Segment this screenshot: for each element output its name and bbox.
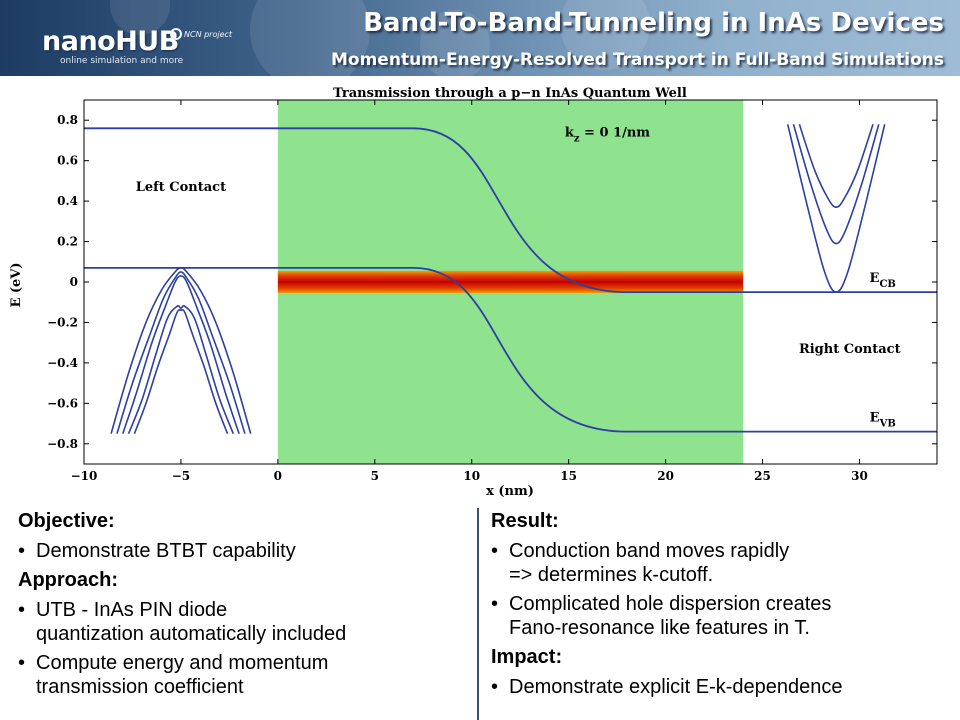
- impact-heading: Impact:: [491, 646, 563, 668]
- y-tick-label: 0.2: [57, 235, 78, 249]
- banner-decoration: [250, 0, 370, 76]
- result-heading: Result:: [491, 510, 559, 532]
- bullet-item: Compute energy and momentumtransmission …: [18, 651, 458, 699]
- logo-text: nanoHUB: [42, 26, 179, 57]
- page-title: Band-To-Band-Tunneling in InAs Devices: [363, 8, 944, 38]
- band-edge-e-vb: [84, 266, 937, 433]
- band-edge-e-cb: [84, 127, 937, 294]
- annotation-subscript: CB: [879, 279, 895, 290]
- bullet-line: transmission coefficient: [36, 676, 244, 698]
- x-tick-label: 0: [274, 469, 282, 483]
- annotation-subscript: z: [574, 133, 580, 144]
- annotation-subscript: VB: [879, 419, 896, 430]
- right-contact-subband-3: [798, 124, 874, 209]
- annotation-text: Right Contact: [799, 342, 901, 357]
- bullet-line: Conduction band moves rapidly: [509, 540, 790, 562]
- x-tick-label: 5: [371, 469, 379, 483]
- header-banner: nanoHUB online simulation and more NCN p…: [0, 0, 960, 76]
- y-tick-label: −0.8: [47, 437, 78, 451]
- y-tick-label: −0.2: [47, 315, 78, 329]
- page-subtitle: Momentum-Energy-Resolved Transport in Fu…: [331, 50, 944, 70]
- transmission-band: [277, 270, 744, 294]
- x-axis-label: x (nm): [486, 484, 534, 499]
- left-contact-subband-5: [133, 309, 229, 434]
- right-contact-subband-1: [786, 124, 886, 293]
- nanohub-logo[interactable]: nanoHUB online simulation and more: [42, 26, 192, 70]
- objective-heading: Objective:: [18, 510, 115, 532]
- y-tick-label: 0.8: [57, 113, 78, 127]
- x-tick-label: 15: [560, 469, 577, 483]
- banner-decoration: [420, 10, 490, 76]
- bullet-line: Complicated hole dispersion creates: [509, 593, 832, 615]
- left-contact-subband-1: [110, 266, 252, 434]
- bullet-item: Conduction band moves rapidly=> determin…: [491, 539, 951, 587]
- bullet-item: Demonstrate BTBT capability: [18, 539, 458, 563]
- bullet-line: Fano-resonance like features in T.: [509, 617, 810, 639]
- bullet-line: Compute energy and momentum: [36, 652, 329, 674]
- annotation-label: EVB: [870, 411, 896, 430]
- ncn-logo-icon: [170, 28, 182, 40]
- impact-list: Demonstrate explicit E-k-dependence: [491, 675, 951, 699]
- x-tick-label: −5: [172, 469, 190, 483]
- y-tick-label: −0.4: [47, 356, 78, 370]
- left-contact-subband-2: [116, 271, 246, 434]
- logo-tagline: online simulation and more: [60, 56, 184, 66]
- y-tick-label: 0: [70, 275, 78, 289]
- annotation-text: E: [870, 271, 880, 286]
- bullet-line: quantization automatically included: [36, 623, 347, 645]
- objective-list: Demonstrate BTBT capability: [18, 539, 458, 563]
- right-text-column: Result: Conduction band moves rapidly=> …: [491, 508, 951, 703]
- bullet-item: Complicated hole dispersion createsFano-…: [491, 592, 951, 640]
- band-diagram-chart: −10 −5 0 5 10 15 20 25 30 −0.8 −0.6 −0.4 −0.2 0 0.2 0.4…: [9, 86, 938, 499]
- right-contact-subband-2: [792, 124, 880, 245]
- column-divider: [477, 508, 479, 720]
- annotation-label: ECB: [870, 271, 896, 290]
- bullet-item: Demonstrate explicit E-k-dependence: [491, 675, 951, 699]
- annotation-text: E: [870, 411, 880, 426]
- y-tick-label: −0.6: [47, 396, 78, 410]
- x-tick-label: 10: [463, 469, 480, 483]
- x-tick-label: 20: [657, 469, 674, 483]
- annotation-suffix: = 0 1/nm: [580, 125, 651, 140]
- result-list: Conduction band moves rapidly=> determin…: [491, 539, 951, 640]
- banner-decoration: [560, 0, 650, 70]
- annotation-label: Left Contact: [136, 180, 226, 195]
- x-tick-label: −10: [71, 469, 98, 483]
- bullet-line: Demonstrate BTBT capability: [36, 540, 296, 562]
- y-axis-label: E (eV): [9, 262, 24, 307]
- y-tick-label: 0.6: [57, 154, 78, 168]
- bullet-line: => determines k-cutoff.: [509, 564, 714, 586]
- left-contact-subband-4: [127, 305, 235, 434]
- bullet-line: UTB - InAs PIN diode: [36, 599, 228, 621]
- bullet-line: Demonstrate explicit E-k-dependence: [509, 676, 843, 698]
- x-tick-label: 30: [851, 469, 868, 483]
- left-text-column: Objective: Demonstrate BTBT capability A…: [18, 508, 458, 703]
- annotation-text: Left Contact: [136, 180, 226, 195]
- ncn-logo-text: NCN project: [184, 30, 233, 39]
- annotation-label: Right Contact: [799, 342, 901, 357]
- annotation-text: k: [565, 125, 575, 140]
- chart-title: Transmission through a p−n InAs Quantum …: [333, 86, 687, 101]
- annotation-label: kz = 0 1/nm: [565, 125, 650, 144]
- y-tick-label: 0.4: [57, 194, 78, 208]
- approach-heading: Approach:: [18, 569, 118, 591]
- left-contact-subband-3: [122, 275, 240, 434]
- x-tick-label: 25: [754, 469, 771, 483]
